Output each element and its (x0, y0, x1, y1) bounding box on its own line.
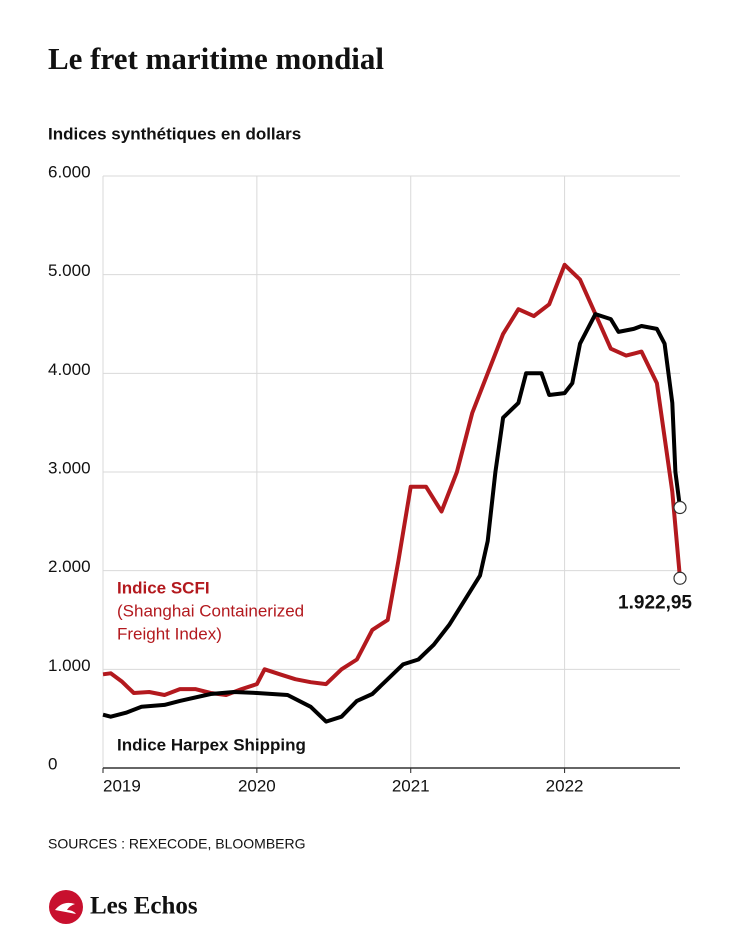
line (102, 262, 682, 697)
y-tick-label: 5.000 (48, 261, 91, 280)
x-tick-label: 2019 (103, 776, 141, 795)
x-tick-label: 2022 (546, 776, 584, 795)
annotation: Freight Index) (117, 624, 222, 643)
y-tick-label: 4.000 (48, 360, 91, 379)
legend-label: Indice Harpex Shipping (117, 735, 306, 754)
y-tick-label: 6.000 (48, 162, 91, 181)
logo-bird (55, 902, 76, 914)
source: SOURCES : REXECODE, BLOOMBERG (48, 836, 306, 852)
x-tick-label: 2020 (238, 776, 276, 795)
plot: 1.922,95 (102, 262, 692, 724)
end-point (673, 571, 687, 585)
brand: Les Echos (90, 893, 198, 920)
chart-title: Le fret maritime mondial (48, 41, 384, 76)
legend-label: Indice SCFI (117, 578, 210, 597)
y-tick-label: 2.000 (48, 557, 91, 576)
y-tick-label: 0 (48, 754, 57, 773)
end-point (673, 500, 687, 515)
grid: 0 1.000 2.000 3.000 4.000 5.000 6.000 2019 2020 2… (48, 162, 680, 795)
line (102, 312, 682, 724)
y-tick-label: 3.000 (48, 458, 91, 477)
chart-subtitle: Indices synthétiques en dollars (48, 124, 301, 143)
x-tick-label: 2021 (392, 776, 430, 795)
y-tick-label: 1.000 (48, 656, 91, 675)
annotation: (Shanghai Containerized (117, 601, 304, 620)
value-label: 1.922,95 (618, 592, 692, 613)
logo: Les Echos (49, 890, 198, 924)
